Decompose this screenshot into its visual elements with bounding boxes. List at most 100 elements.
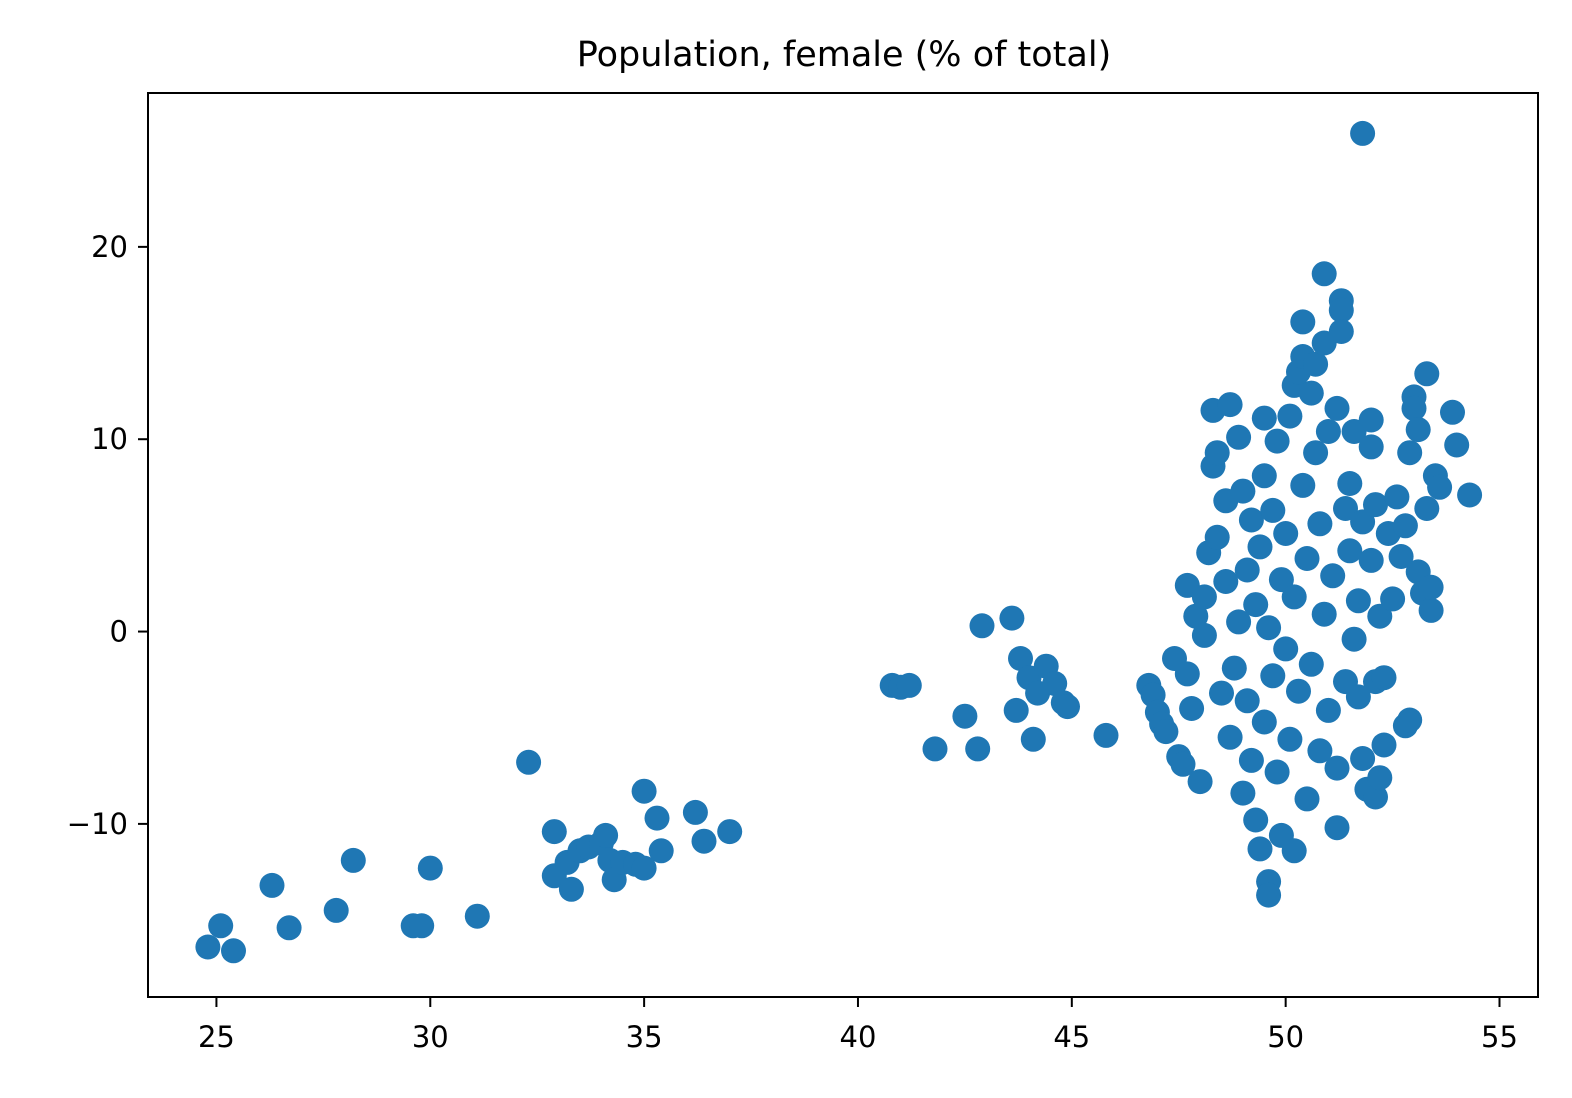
y-tick-label: 10: [91, 422, 128, 456]
data-point: [1392, 513, 1418, 539]
points-layer: [195, 120, 1483, 964]
data-point: [717, 819, 743, 845]
data-point: [1367, 603, 1393, 629]
data-point: [1042, 671, 1068, 696]
data-point: [1311, 261, 1337, 287]
data-point: [1294, 546, 1320, 571]
data-point: [1170, 751, 1196, 777]
data-point: [1273, 521, 1299, 546]
data-point: [1405, 417, 1431, 443]
data-point: [1324, 815, 1350, 841]
data-point: [1363, 784, 1388, 810]
data-point: [1217, 724, 1243, 750]
data-point: [1341, 626, 1367, 652]
x-tick-label: 30: [412, 1020, 449, 1054]
data-point: [1345, 684, 1371, 710]
data-point: [1204, 524, 1230, 550]
data-point: [208, 913, 234, 939]
data-point: [1367, 765, 1393, 791]
data-point: [1418, 574, 1444, 600]
data-point: [1358, 547, 1384, 573]
data-point: [1008, 646, 1033, 671]
data-point: [1260, 663, 1286, 689]
data-point: [1440, 399, 1465, 425]
data-point: [1247, 836, 1273, 862]
plot-frame: [147, 92, 1539, 998]
data-point: [417, 855, 443, 881]
data-point: [1281, 584, 1307, 610]
data-point: [1298, 380, 1324, 406]
data-point: [409, 913, 435, 939]
y-tick-label: 20: [91, 230, 128, 264]
data-point: [1055, 694, 1080, 720]
data-point: [682, 799, 708, 825]
data-point: [1333, 496, 1358, 521]
data-point: [1303, 351, 1329, 377]
data-point: [1371, 665, 1397, 691]
data-point: [1380, 586, 1406, 612]
data-point: [1298, 651, 1324, 677]
data-point: [276, 915, 302, 941]
data-point: [922, 736, 948, 762]
data-point: [558, 876, 584, 902]
data-point: [1414, 496, 1440, 521]
data-point: [1230, 780, 1256, 806]
data-point: [1153, 719, 1179, 745]
data-point: [1020, 726, 1046, 752]
data-point: [1303, 440, 1329, 466]
data-point: [1328, 297, 1354, 323]
data-point: [1315, 419, 1341, 444]
data-point: [1264, 428, 1290, 454]
data-point: [1179, 696, 1205, 721]
data-point: [221, 938, 246, 964]
data-point: [631, 855, 657, 881]
data-point: [1281, 838, 1307, 864]
data-point: [1350, 509, 1376, 535]
data-point: [1401, 395, 1427, 421]
data-point: [1397, 440, 1423, 466]
data-point: [1337, 538, 1363, 564]
data-point: [1328, 319, 1354, 344]
data-point: [1277, 403, 1303, 429]
ticks-layer: 25 30 35 40 45 50 55 −10 0 10 20: [67, 230, 1518, 1054]
data-point: [1221, 655, 1247, 681]
data-point: [340, 847, 366, 873]
data-point: [1260, 497, 1286, 523]
x-tick-label: 40: [840, 1020, 877, 1054]
data-point: [1320, 563, 1346, 589]
data-point: [1273, 636, 1299, 662]
data-point: [1213, 569, 1239, 594]
data-point: [1191, 622, 1217, 648]
data-point: [516, 749, 542, 775]
data-point: [1251, 463, 1277, 489]
x-tick-label: 45: [1053, 1020, 1090, 1054]
data-point: [896, 672, 922, 698]
data-point: [1418, 597, 1444, 623]
data-point: [593, 822, 619, 848]
data-point: [1251, 405, 1277, 431]
data-point: [1183, 603, 1209, 629]
data-point: [323, 897, 349, 923]
data-point: [1217, 392, 1243, 418]
data-point: [1337, 471, 1363, 496]
data-point: [1264, 759, 1290, 785]
x-tick-label: 55: [1481, 1020, 1518, 1054]
data-point: [1307, 738, 1333, 764]
data-point: [259, 872, 285, 898]
data-point: [1209, 680, 1234, 706]
data-point: [1290, 472, 1316, 498]
data-point: [1414, 361, 1440, 387]
data-point: [1238, 507, 1264, 533]
data-point: [1226, 424, 1252, 450]
data-point: [631, 778, 657, 804]
data-point: [1243, 807, 1269, 833]
data-point: [1384, 484, 1410, 510]
data-point: [1307, 511, 1333, 537]
data-point: [1277, 726, 1303, 752]
data-point: [999, 605, 1025, 631]
data-point: [1093, 722, 1119, 748]
data-point: [644, 805, 670, 831]
data-point: [1234, 688, 1260, 714]
